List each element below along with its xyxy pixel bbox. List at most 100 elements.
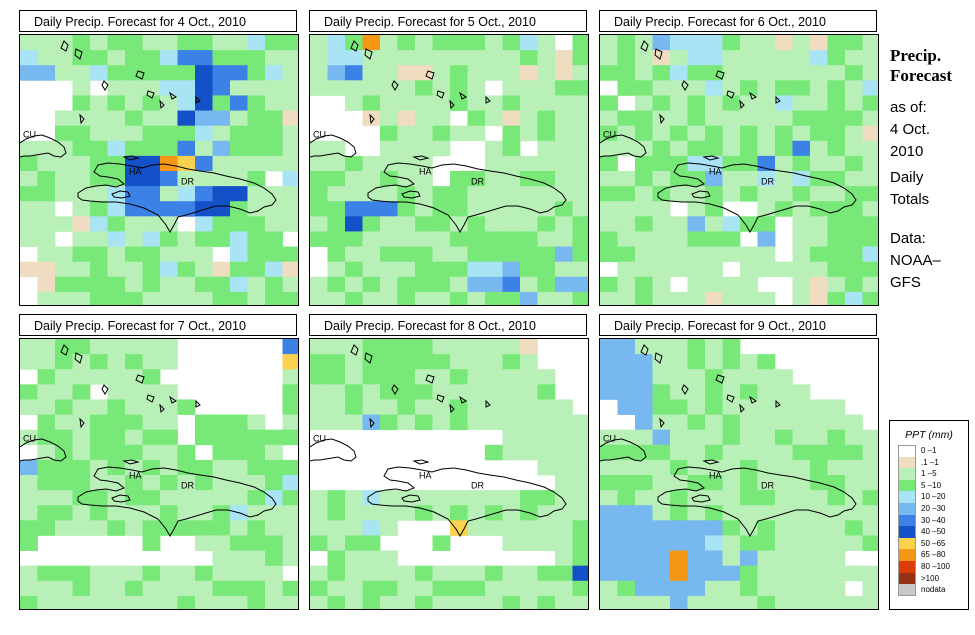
legend-swatch <box>898 479 916 492</box>
precip-cell <box>397 95 416 111</box>
precip-cell <box>195 246 213 263</box>
precip-cell <box>432 384 451 400</box>
precip-cell <box>600 444 618 461</box>
precip-cell <box>327 505 346 521</box>
precip-cell <box>775 459 793 476</box>
precip-cell <box>125 565 143 582</box>
precip-cell <box>670 110 688 127</box>
precip-cell <box>345 261 363 278</box>
precip-cell <box>617 171 636 187</box>
precip-cell <box>37 186 56 202</box>
precip-cell <box>757 595 776 609</box>
precip-cell <box>195 429 213 446</box>
precip-cell <box>572 186 588 202</box>
precip-cell <box>142 216 161 232</box>
precip-cell <box>282 399 298 415</box>
precip-cell <box>520 35 538 51</box>
precip-cell <box>572 505 588 521</box>
precip-cell <box>282 475 298 491</box>
precip-cell <box>740 140 758 157</box>
precip-map[interactable]: CU HA DR <box>309 338 589 610</box>
precip-cell <box>265 595 283 609</box>
precip-cell <box>810 216 828 232</box>
precip-cell <box>485 369 503 385</box>
precip-cell <box>600 95 618 111</box>
precip-cell <box>380 414 398 431</box>
coastline <box>310 40 567 234</box>
precip-cell <box>380 595 398 609</box>
precip-cell <box>177 80 196 96</box>
precip-cell <box>90 65 108 81</box>
coastline-tortuga <box>412 459 430 465</box>
precip-cell <box>572 50 588 66</box>
precip-cell <box>617 429 636 446</box>
precip-cell <box>265 35 283 51</box>
precip-map[interactable]: CU HA DR <box>599 34 879 306</box>
precip-map[interactable]: CU HA DR <box>599 338 879 610</box>
precip-cell <box>432 535 451 551</box>
precip-cell <box>652 505 671 521</box>
coastline-hisp <box>77 466 277 538</box>
precip-cell <box>195 50 213 66</box>
precip-cell <box>160 384 178 400</box>
precip-cell <box>142 414 161 431</box>
precip-cell <box>555 490 573 506</box>
precip-cell <box>705 354 723 370</box>
precip-cell <box>125 50 143 66</box>
precip-map[interactable]: CU HA DR <box>309 34 589 306</box>
precip-cell <box>757 231 776 247</box>
precip-cell <box>125 231 143 247</box>
precip-cell <box>485 140 503 157</box>
precip-cell <box>617 399 636 415</box>
precip-cell <box>792 125 811 142</box>
precip-cell <box>635 125 653 142</box>
precip-cell <box>142 50 161 66</box>
precip-cell <box>520 125 538 142</box>
precip-cell <box>327 291 346 305</box>
precip-cell <box>722 140 741 157</box>
precip-cell <box>600 140 618 157</box>
precip-map[interactable]: CU HA DR <box>19 34 299 306</box>
precip-cell <box>467 261 486 278</box>
precip-cell <box>265 186 283 202</box>
precip-cell <box>845 186 863 202</box>
precip-cell <box>520 520 538 536</box>
precip-cell <box>600 429 618 446</box>
precip-cell <box>310 565 328 582</box>
precip-cell <box>617 505 636 521</box>
legend-row: nodata <box>890 584 968 596</box>
precip-cell <box>160 505 178 521</box>
precip-cell <box>230 444 248 461</box>
precip-cell <box>520 384 538 400</box>
precip-cell <box>160 580 178 597</box>
precip-cell <box>310 535 328 551</box>
precip-cell <box>687 261 706 278</box>
precip-cell <box>572 429 588 446</box>
precip-cells <box>310 35 588 305</box>
precip-cell <box>722 550 741 567</box>
precip-cell <box>327 261 346 278</box>
precip-cell <box>845 216 863 232</box>
precip-cell <box>107 125 126 142</box>
precip-cell <box>90 155 108 172</box>
precip-cell <box>635 201 653 217</box>
precip-cell <box>502 339 521 355</box>
precip-cell <box>740 384 758 400</box>
precip-cell <box>20 354 38 370</box>
precip-cell <box>432 565 451 582</box>
precip-cell <box>247 414 266 431</box>
coastline-bahamas <box>350 40 491 125</box>
coastline-tortuga <box>702 155 720 161</box>
precip-cell <box>617 140 636 157</box>
precip-cell <box>177 444 196 461</box>
precip-cell <box>282 459 298 476</box>
precip-map[interactable]: CU HA DR <box>19 338 299 610</box>
precip-cell <box>415 339 433 355</box>
precip-cell <box>450 246 468 263</box>
precip-cell <box>467 339 486 355</box>
precip-cell <box>572 35 588 51</box>
precip-cell <box>37 354 56 370</box>
precip-cell <box>740 475 758 491</box>
precip-cell <box>827 65 846 81</box>
precip-cell <box>467 80 486 96</box>
